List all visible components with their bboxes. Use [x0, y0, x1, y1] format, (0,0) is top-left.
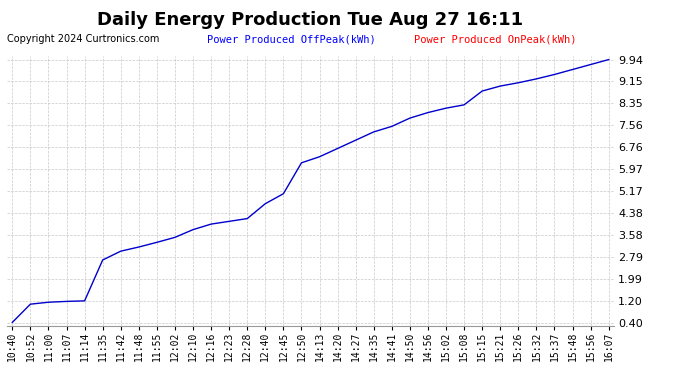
Text: Power Produced OffPeak(kWh): Power Produced OffPeak(kWh)	[207, 34, 376, 44]
Text: Daily Energy Production Tue Aug 27 16:11: Daily Energy Production Tue Aug 27 16:11	[97, 11, 524, 29]
Text: Copyright 2024 Curtronics.com: Copyright 2024 Curtronics.com	[7, 34, 159, 44]
Text: Power Produced OnPeak(kWh): Power Produced OnPeak(kWh)	[414, 34, 577, 44]
